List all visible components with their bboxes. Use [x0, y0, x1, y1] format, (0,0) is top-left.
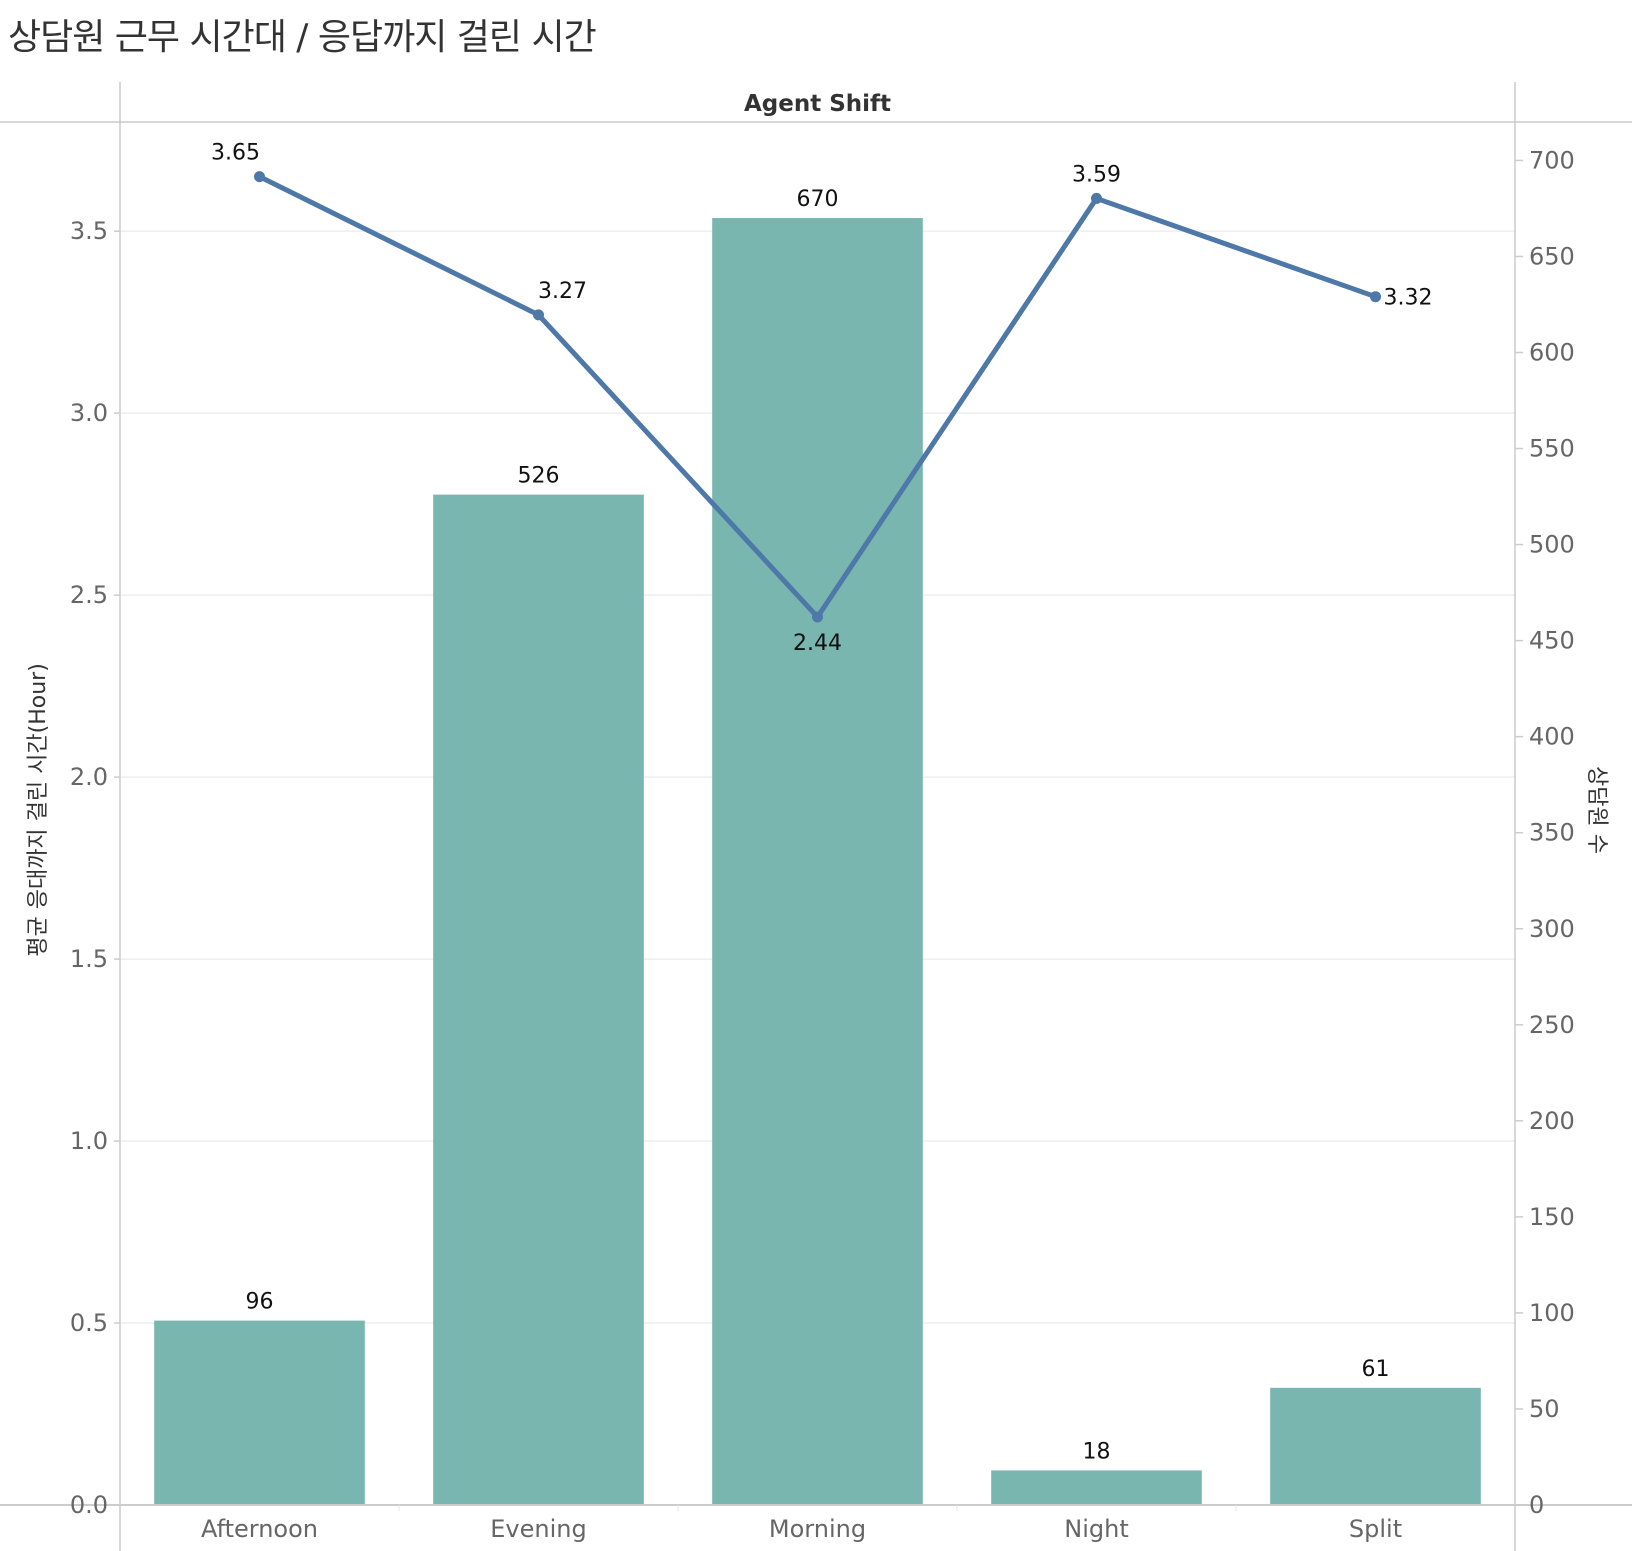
y-left-axis-title: 평균 응대까지 걸린 시간(Hour) — [26, 663, 51, 957]
right-tick-label: 250 — [1529, 1011, 1575, 1039]
axes: 0.0 0.5 1.0 1.5 2.0 2.5 3.0 3.5 0 50 100 150 200 250 3… — [26, 146, 1609, 1543]
bar-label: 670 — [797, 187, 839, 212]
bar-series — [154, 218, 1481, 1505]
left-tick-label: 0.5 — [70, 1309, 108, 1337]
right-tick-label: 100 — [1529, 1299, 1575, 1327]
bar-evening — [433, 494, 644, 1504]
line-series — [254, 171, 1381, 623]
x-tick-label: Night — [1064, 1515, 1128, 1543]
right-tick-label: 700 — [1529, 146, 1575, 174]
x-tick-label: Split — [1349, 1515, 1402, 1543]
right-tick-label: 50 — [1529, 1395, 1560, 1423]
right-tick-label: 500 — [1529, 531, 1575, 559]
line-label: 3.32 — [1384, 286, 1433, 311]
right-tick-label: 150 — [1529, 1203, 1575, 1231]
data-labels: 96 526 670 18 61 3.65 3.27 2.44 3.59 3.32 — [211, 141, 1432, 1465]
line-label: 3.27 — [538, 279, 587, 304]
line-point-afternoon — [254, 171, 265, 183]
left-tick-label: 1.5 — [70, 945, 108, 973]
line-label: 3.59 — [1072, 162, 1121, 187]
bar-split — [1270, 1387, 1481, 1504]
y-right-axis-title: 상담원 수 — [1584, 766, 1609, 854]
left-tick-label: 0.0 — [70, 1491, 108, 1519]
bar-label: 18 — [1083, 1439, 1111, 1464]
right-tick-label: 300 — [1529, 915, 1575, 943]
bar-afternoon — [154, 1320, 365, 1504]
line-label: 2.44 — [793, 631, 842, 656]
left-tick-label: 1.0 — [70, 1127, 108, 1155]
right-tick-label: 600 — [1529, 339, 1575, 367]
right-tick-label: 350 — [1529, 819, 1575, 847]
right-tick-label: 200 — [1529, 1107, 1575, 1135]
right-tick-label: 0 — [1529, 1491, 1544, 1519]
x-tick-label: Evening — [490, 1515, 586, 1543]
chart-title: 상담원 근무 시간대 / 응답까지 걸린 시간 — [8, 17, 597, 58]
line-point-split — [1370, 291, 1381, 303]
right-tick-label: 550 — [1529, 435, 1575, 463]
x-tick-label: Morning — [769, 1515, 866, 1543]
bar-morning — [712, 218, 923, 1505]
left-tick-label: 3.5 — [70, 217, 108, 245]
line-label: 3.65 — [211, 141, 260, 166]
left-tick-label: 2.5 — [70, 581, 108, 609]
left-tick-label: 3.0 — [70, 399, 108, 427]
line-point-evening — [533, 309, 544, 321]
header-agent-shift: Agent Shift — [744, 91, 891, 117]
line-point-morning — [812, 611, 823, 623]
bar-label: 96 — [246, 1290, 274, 1315]
x-tick-label: Afternoon — [201, 1515, 318, 1543]
bar-night — [991, 1470, 1202, 1504]
right-tick-label: 650 — [1529, 242, 1575, 270]
bar-label: 526 — [518, 464, 560, 489]
chart-frame: Agent Shift — [0, 82, 1632, 1551]
left-tick-label: 2.0 — [70, 763, 108, 791]
bar-label: 61 — [1362, 1357, 1390, 1382]
right-tick-label: 400 — [1529, 723, 1575, 751]
right-tick-label: 450 — [1529, 627, 1575, 655]
line-point-night — [1091, 192, 1102, 204]
